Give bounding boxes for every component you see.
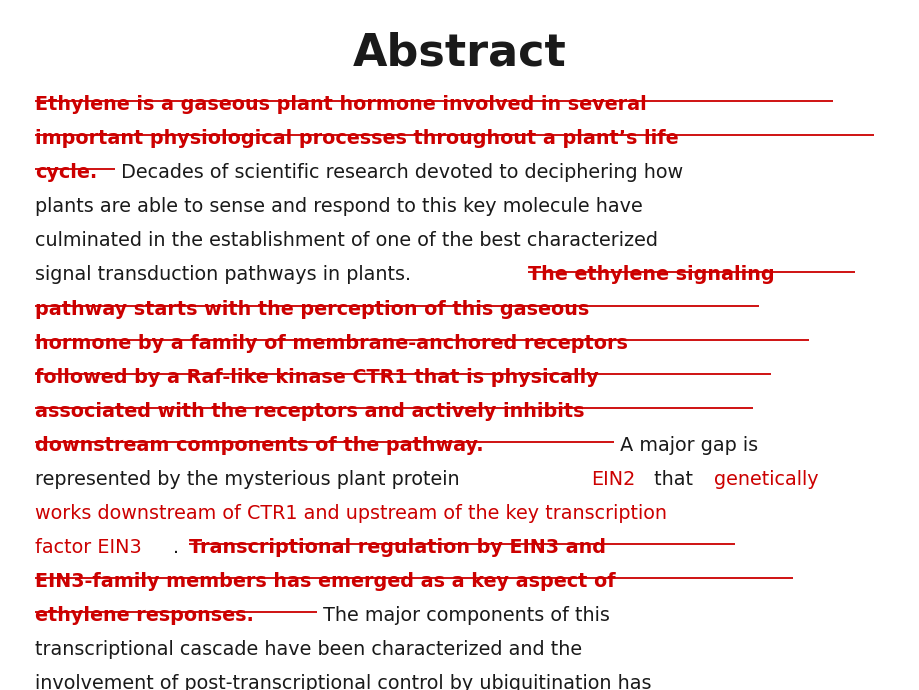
Text: transcriptional cascade have been characterized and the: transcriptional cascade have been charac…	[35, 640, 587, 659]
Text: important physiological processes throughout a plant’s life: important physiological processes throug…	[35, 129, 685, 148]
Text: Ethylene is a gaseous plant hormone involved in several: Ethylene is a gaseous plant hormone invo…	[35, 95, 652, 115]
Text: Abstract: Abstract	[353, 31, 566, 74]
Text: The ethylene signaling: The ethylene signaling	[528, 266, 780, 284]
Text: plants are able to sense and respond to this key molecule have: plants are able to sense and respond to …	[35, 197, 648, 217]
Text: associated with the receptors and actively inhibits: associated with the receptors and active…	[35, 402, 590, 421]
Text: ethylene responses.: ethylene responses.	[35, 606, 254, 625]
Text: represented by the mysterious plant protein: represented by the mysterious plant prot…	[35, 470, 465, 489]
Text: culminated in the establishment of one of the best characterized: culminated in the establishment of one o…	[35, 231, 664, 250]
Text: Decades of scientific research devoted to deciphering how: Decades of scientific research devoted t…	[115, 164, 688, 182]
Text: cycle.: cycle.	[35, 164, 97, 182]
Text: EIN2: EIN2	[590, 470, 634, 489]
Text: The major components of this: The major components of this	[317, 606, 616, 625]
Text: works downstream of CTR1 and upstream of the key transcription: works downstream of CTR1 and upstream of…	[35, 504, 673, 523]
Text: hormone by a family of membrane-anchored receptors: hormone by a family of membrane-anchored…	[35, 333, 634, 353]
Text: followed by a Raf-like kinase CTR1 that is physically: followed by a Raf-like kinase CTR1 that …	[35, 368, 605, 386]
Text: genetically: genetically	[713, 470, 823, 489]
Text: signal transduction pathways in plants.: signal transduction pathways in plants.	[35, 266, 416, 284]
Text: involvement of post-transcriptional control by ubiquitination has: involvement of post-transcriptional cont…	[35, 674, 657, 690]
Text: Transcriptional regulation by EIN3 and: Transcriptional regulation by EIN3 and	[188, 538, 611, 557]
Text: A major gap is: A major gap is	[613, 436, 764, 455]
Text: EIN3-family members has emerged as a key aspect of: EIN3-family members has emerged as a key…	[35, 572, 621, 591]
Text: that: that	[647, 470, 698, 489]
Text: downstream components of the pathway.: downstream components of the pathway.	[35, 436, 483, 455]
Text: .: .	[173, 538, 185, 557]
Text: pathway starts with the perception of this gaseous: pathway starts with the perception of th…	[35, 299, 596, 319]
Text: factor EIN3: factor EIN3	[35, 538, 142, 557]
